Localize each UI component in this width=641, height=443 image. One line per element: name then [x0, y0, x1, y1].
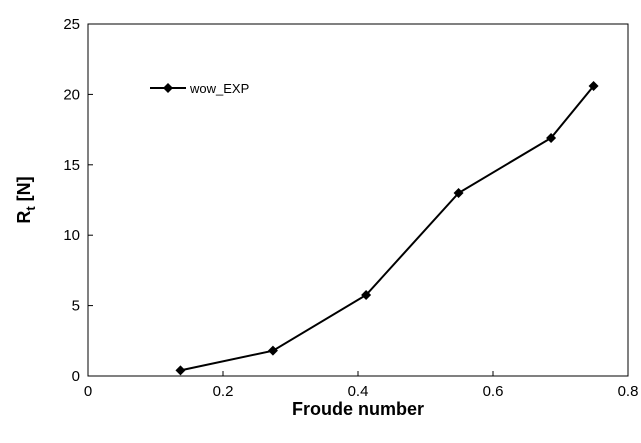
y-tick-label: 20 — [63, 86, 80, 103]
x-axis-title: Froude number — [292, 399, 424, 419]
y-axis-title: Rt [N] — [14, 176, 38, 223]
plot-frame — [87, 23, 629, 377]
series-line — [180, 85, 595, 372]
data-point — [175, 365, 186, 376]
y-axis-title-main: R — [14, 211, 34, 224]
y-tick-label: 5 — [72, 298, 80, 315]
data-point — [588, 80, 599, 91]
legend-marker — [163, 83, 173, 93]
x-axis: 0 0.2 0.4 0.6 0.8 — [84, 371, 639, 400]
y-tick-label: 25 — [63, 16, 80, 33]
data-point — [546, 133, 557, 144]
x-tick-label: 0.4 — [348, 383, 369, 400]
x-tick-label: 0 — [84, 383, 92, 400]
x-tick-label: 0.8 — [618, 383, 639, 400]
x-tick-label: 0.2 — [213, 383, 234, 400]
series-layer — [175, 80, 599, 376]
y-tick-label: 15 — [63, 157, 80, 174]
data-point — [267, 345, 278, 356]
y-axis-title-subscript: t — [23, 206, 38, 211]
data-point — [453, 187, 464, 198]
y-axis: 0 5 10 15 20 25 — [63, 16, 93, 385]
legend-label: wow_EXP — [189, 81, 249, 96]
legend: wow_EXP — [150, 81, 249, 96]
y-tick-label: 10 — [63, 227, 80, 244]
y-tick-label: 0 — [72, 368, 80, 385]
data-point — [361, 290, 372, 301]
x-tick-label: 0.6 — [483, 383, 504, 400]
y-axis-title-unit: [N] — [14, 176, 34, 206]
